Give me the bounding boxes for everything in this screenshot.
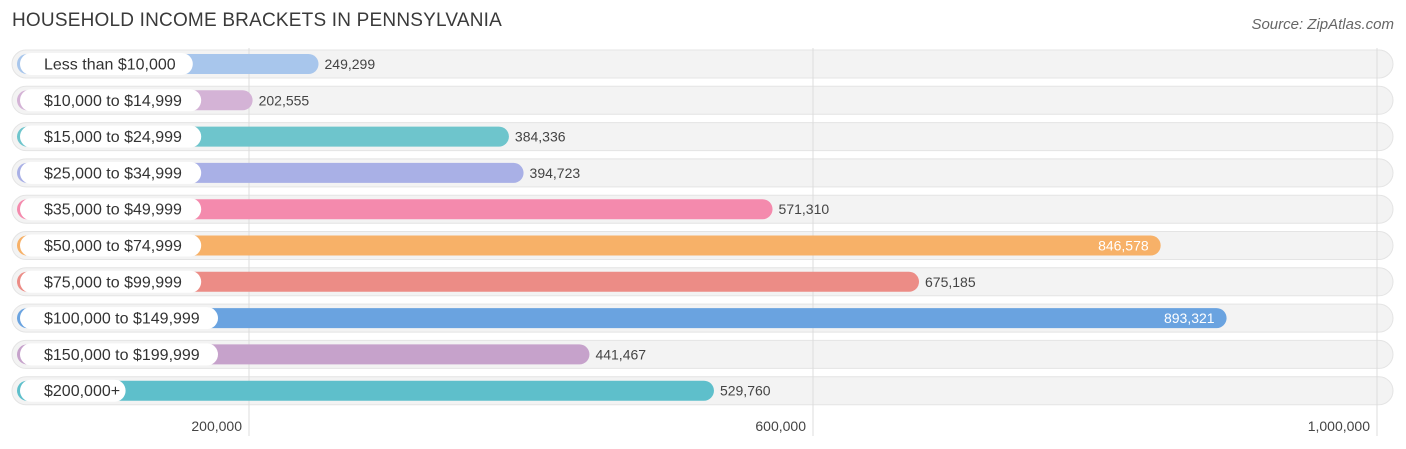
- category-label-pill: [20, 198, 202, 221]
- x-tick-label: 600,000: [755, 418, 806, 434]
- bar: [17, 199, 773, 220]
- value-label: 202,555: [259, 92, 310, 108]
- category-label: $15,000 to $24,999: [44, 129, 182, 146]
- category-label-pill: [20, 53, 193, 75]
- category-label: $25,000 to $34,999: [44, 165, 182, 182]
- value-label: 394,723: [530, 165, 581, 181]
- value-label: 893,321: [1164, 310, 1215, 326]
- row-track: [11, 49, 1394, 79]
- value-label: 675,185: [925, 274, 976, 290]
- category-label: Less than $10,000: [44, 57, 176, 74]
- value-label: 846,578: [1098, 238, 1149, 254]
- category-label-pill: [20, 89, 202, 112]
- category-label-pill: [20, 343, 218, 366]
- category-label: $150,000 to $199,999: [44, 347, 200, 364]
- row-track: [11, 85, 1394, 115]
- bar: [17, 235, 1161, 256]
- category-label-pill: [20, 234, 202, 257]
- bar: [17, 380, 714, 401]
- category-label: $35,000 to $49,999: [44, 202, 182, 219]
- category-label: $100,000 to $149,999: [44, 311, 200, 328]
- category-label-pill: [20, 307, 218, 330]
- category-label-pill: [20, 125, 202, 148]
- category-label-pill: [20, 379, 126, 402]
- category-label-pill: [20, 161, 202, 184]
- value-label: 529,760: [720, 383, 771, 399]
- value-label: 249,299: [325, 56, 376, 72]
- x-tick-label: 200,000: [191, 418, 242, 434]
- bar: [17, 308, 1227, 329]
- category-label: $75,000 to $99,999: [44, 274, 182, 291]
- category-label: $10,000 to $14,999: [44, 93, 182, 110]
- x-tick-label: 1,000,000: [1308, 418, 1370, 434]
- category-label: $50,000 to $74,999: [44, 238, 182, 255]
- value-label: 384,336: [515, 129, 566, 145]
- source-note: Source: ZipAtlas.com: [1251, 16, 1394, 33]
- value-label: 571,310: [779, 201, 830, 217]
- value-label: 441,467: [595, 346, 646, 362]
- chart-title: HOUSEHOLD INCOME BRACKETS IN PENNSYLVANI…: [12, 10, 502, 31]
- category-label: $200,000+: [44, 383, 120, 400]
- category-label-pill: [20, 270, 202, 293]
- bar: [17, 271, 920, 292]
